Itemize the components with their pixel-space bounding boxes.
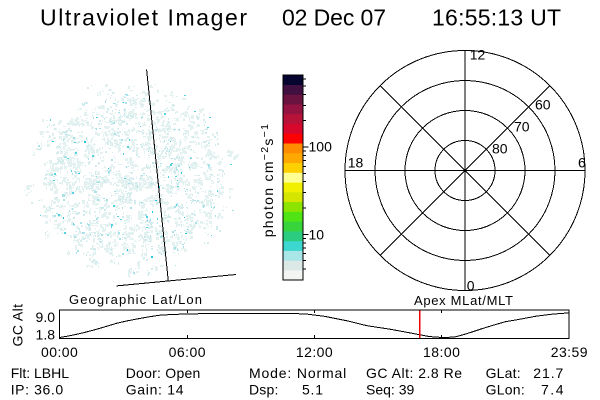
svg-text:5.1: 5.1 (302, 381, 323, 397)
svg-text:100: 100 (309, 139, 333, 155)
svg-text:02 Dec 07: 02 Dec 07 (282, 5, 386, 31)
svg-text:18:00: 18:00 (423, 344, 460, 360)
svg-text:70: 70 (514, 118, 530, 134)
svg-text:06:00: 06:00 (169, 344, 206, 360)
svg-text:Ultraviolet Imager: Ultraviolet Imager (40, 5, 247, 31)
svg-text:7.4: 7.4 (541, 381, 564, 397)
svg-text:Seq: 39: Seq: 39 (366, 381, 414, 397)
svg-text:GC Alt: 2.8 Re: GC Alt: 2.8 Re (366, 365, 462, 381)
svg-text:GLon:: GLon: (486, 381, 525, 397)
svg-text:21.7: 21.7 (533, 365, 563, 381)
svg-text:23:59: 23:59 (551, 344, 588, 360)
svg-text:Geographic Lat/Lon: Geographic Lat/Lon (69, 292, 202, 307)
svg-text:GC Alt: GC Alt (10, 304, 26, 347)
svg-text:12: 12 (470, 47, 486, 63)
svg-text:00:00: 00:00 (41, 344, 78, 360)
svg-text:18: 18 (348, 155, 364, 171)
svg-text:IP: 36.0: IP: 36.0 (11, 381, 64, 397)
svg-text:photon cm−2s−1: photon cm−2s−1 (259, 123, 276, 238)
svg-text:Apex MLat/MLT: Apex MLat/MLT (414, 293, 513, 308)
svg-text:60: 60 (535, 96, 551, 112)
svg-text:Gain: 14: Gain: 14 (126, 381, 185, 397)
svg-text:10: 10 (309, 226, 325, 242)
svg-text:6: 6 (578, 155, 586, 171)
svg-text:Door: Open: Door: Open (126, 365, 201, 381)
svg-text:80: 80 (492, 140, 508, 156)
svg-text:GLat:: GLat: (486, 365, 521, 381)
svg-text:0: 0 (467, 277, 475, 293)
svg-text:9.0: 9.0 (36, 309, 56, 325)
svg-text:Flt: LBHL: Flt: LBHL (11, 365, 70, 381)
svg-text:Mode: Normal: Mode: Normal (249, 365, 347, 381)
svg-text:16:55:13 UT: 16:55:13 UT (432, 5, 561, 31)
svg-text:Dsp:: Dsp: (249, 381, 279, 397)
svg-text:12:00: 12:00 (296, 344, 333, 360)
svg-text:1.8: 1.8 (36, 326, 56, 342)
